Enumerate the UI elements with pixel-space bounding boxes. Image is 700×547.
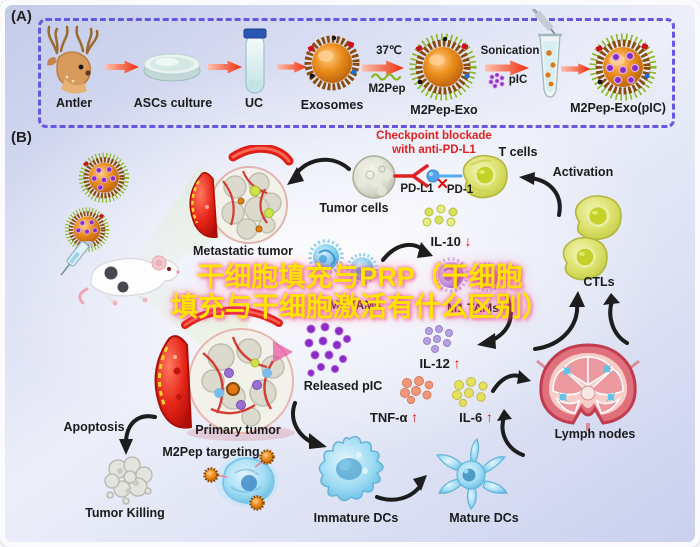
step-label-uc: UC [244, 96, 264, 110]
immature-dendritic-cell-icon [315, 431, 389, 507]
il6-label: IL-6 ↑ [459, 409, 493, 425]
t-cells-label: T cells [498, 145, 538, 159]
process-arrow-icon [561, 61, 591, 77]
pic-label: pIC [508, 74, 528, 86]
m2-tams-label: M2 TAMs [329, 298, 381, 312]
anti-pd-l1-antibody-icon [393, 161, 465, 191]
cytokine-dots-yellow2 [449, 377, 489, 407]
up-arrow-icon: ↑ [453, 355, 461, 371]
watermark-text: 干细胞填充与PRP（干细胞 填充与干细胞激活有什么区别） [110, 262, 610, 322]
m2pep-peptide-icon [371, 72, 403, 81]
tumor-cells-label: Tumor cells [319, 201, 389, 215]
step-label-m2pep-exo: M2Pep-Exo [410, 103, 478, 117]
step-label-exosomes: Exosomes [300, 98, 364, 112]
cytokine-dots-yellow [421, 204, 459, 232]
il10-label: IL-10 ↓ [430, 233, 472, 249]
released-pic-dots [301, 321, 353, 383]
panel-b-label: (B) [11, 129, 32, 146]
watermark-line2: 填充与干细胞激活有什么区别） [171, 292, 549, 322]
sonication-label: Sonication [480, 45, 540, 57]
primary-tumor-organ-icon [133, 301, 308, 443]
activation-arrow-icon [515, 171, 567, 219]
apoptosis-arrow-icon [113, 411, 161, 459]
mouse-icon [77, 241, 185, 309]
down-arrow-icon: ↓ [464, 233, 472, 249]
exosome-icon [304, 34, 360, 92]
syringe-icon [49, 241, 97, 287]
m2pep-label: M2Pep [368, 83, 406, 95]
m1-macrophage-icon [469, 260, 505, 294]
mature-dendritic-cell-icon [431, 435, 511, 511]
released-pic-label: Released pIC [303, 379, 383, 393]
release-arrow-icon [273, 341, 293, 363]
mature-dcs-label: Mature DCs [449, 511, 519, 525]
process-arrow-icon [362, 60, 404, 76]
pic-to-dc-arrow-icon [287, 399, 337, 451]
panel-a-dashed-box [38, 18, 675, 128]
into-lymph-arrow-icon [489, 369, 533, 399]
m1-to-cytokine-arrow-icon [471, 291, 517, 351]
step-label-antler: Antler [55, 96, 93, 110]
process-arrow-icon [105, 59, 139, 75]
tumor-to-metastasis-arrow-icon [285, 155, 355, 195]
m2-macrophage-icon [305, 237, 347, 277]
checkpoint-line1: Checkpoint blockade [376, 130, 492, 142]
apoptosis-label: Apoptosis [63, 420, 125, 434]
primary-tumor-label: Primary tumor [195, 423, 281, 437]
metastatic-tumor-label: Metastatic tumor [192, 244, 294, 258]
ctls-label: CTLs [583, 275, 615, 289]
centrifuge-tube-icon [243, 28, 267, 96]
m1-tams-label: M1 TAMs [447, 301, 499, 315]
m2pep-targeted-cell-icon [201, 447, 289, 511]
m2pep-targeting-label: M2Pep targeting [162, 445, 260, 459]
temperature-label: 37℃ [376, 45, 402, 57]
cytokine-dots-orange [399, 376, 433, 404]
pic-exosome-icon [63, 205, 111, 253]
step-label-ascs: ASCs culture [133, 96, 213, 110]
pic-exosome-icon [77, 150, 131, 204]
lymph-nodes-label: Lymph nodes [554, 427, 636, 441]
dead-cell-icon [98, 451, 160, 507]
process-arrow-icon [277, 59, 307, 75]
pd-l1-label: PD-L1 [400, 183, 434, 195]
tumor-killing-label: Tumor Killing [85, 506, 165, 520]
step-label-m2pep-exo-pic: M2Pep-Exo(pIC) [570, 101, 666, 115]
m2pep-exosome-icon [408, 30, 478, 102]
repolarization-arrow-icon [379, 238, 435, 266]
m2-macrophage-icon [343, 251, 381, 287]
pd-1-label: PD-1 [446, 184, 474, 196]
panel-a-label: (A) [11, 8, 32, 25]
checkpoint-line2: with anti-PD-L1 [392, 144, 476, 157]
metastatic-tumor-organ-icon [171, 145, 297, 249]
process-arrow-icon [208, 59, 242, 75]
lymph-to-ctls-arrow-icon [527, 291, 587, 355]
dc-to-lymph-arrow-icon [495, 409, 531, 461]
pic-cluster-icon [488, 73, 506, 89]
il12-label: IL-12 ↑ [419, 355, 461, 371]
lymph-to-ctls-arrow2-icon [597, 293, 637, 349]
figure-canvas: (A) Antler ASCs culture UC Exosomes 37℃ … [5, 5, 695, 542]
t-cell-icon [455, 151, 511, 201]
ctl-cell-icon [566, 191, 626, 243]
checkpoint-blockade-label: Checkpoint blockade with anti-PD-L1 [363, 129, 505, 158]
up-arrow-icon: ↑ [411, 409, 419, 425]
watermark-line1: 干细胞填充与PRP（干细胞 [197, 262, 523, 292]
immature-dcs-label: Immature DCs [313, 511, 399, 525]
dc-maturation-arrow-icon [373, 473, 431, 507]
m1-macrophage-icon [430, 255, 472, 295]
activation-label: Activation [552, 165, 614, 179]
deer-antler-icon [43, 23, 105, 95]
sonication-tube-icon [527, 9, 567, 101]
up-arrow-icon: ↑ [485, 409, 493, 425]
lymph-node-icon [533, 341, 643, 433]
petri-dish-icon [141, 49, 203, 83]
ctl-cell-icon [553, 233, 613, 283]
cytokine-dots-light-purple [421, 325, 459, 355]
process-arrow-icon [485, 60, 529, 76]
tnf-alpha-label: TNF-α ↑ [369, 409, 419, 425]
pic-exosome-icon [588, 30, 658, 102]
